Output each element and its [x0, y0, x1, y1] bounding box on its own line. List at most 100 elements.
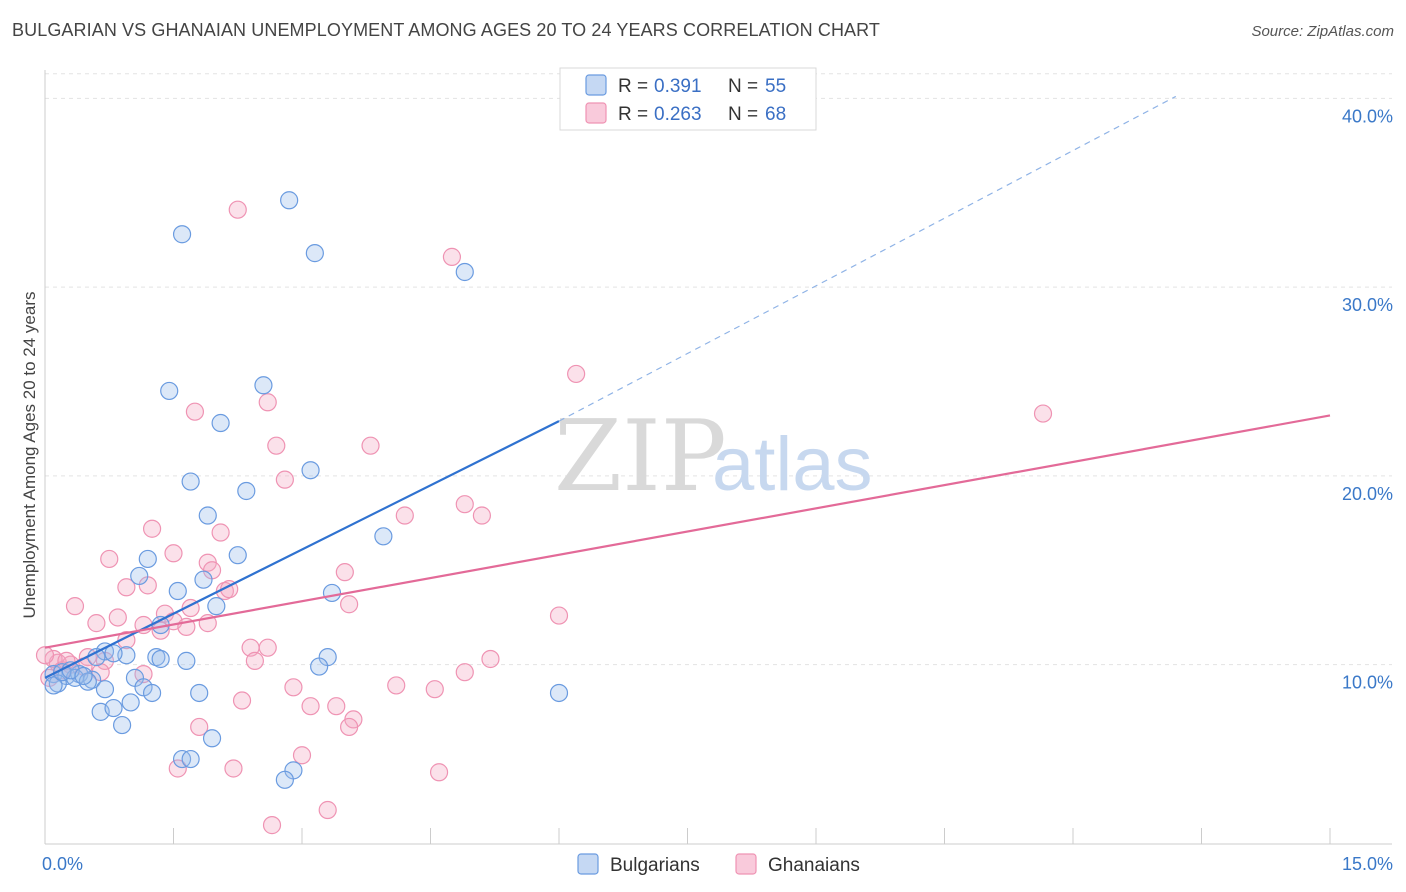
- bulgarians-point-8: [237, 481, 256, 501]
- bottom-legend-swatch-bulgarians: [577, 853, 599, 875]
- bulgarians-point-7: [181, 472, 200, 491]
- ghanaians-point-9: [455, 495, 474, 514]
- bottom-legend-bulgarians: Bulgarians: [610, 855, 700, 876]
- bulgarians-point-2: [305, 244, 324, 263]
- legend-swatch-ghanaians: [585, 102, 607, 124]
- legend: R = 0.391 N = 55 R = 0.263 N = 68: [559, 67, 817, 131]
- ghanaians-point-64: [318, 800, 337, 820]
- bulgarians-point-13: [228, 546, 247, 565]
- bulgarians-point-10: [198, 506, 217, 525]
- ghanaians-point-7: [361, 436, 380, 455]
- ghanaians-point-0: [228, 200, 247, 219]
- y-axis-label: Unemployment Among Ages 20 to 24 years: [20, 292, 39, 619]
- bulgarians-point-16: [168, 581, 187, 601]
- bulgarians-point-41: [190, 683, 209, 703]
- bulgarians-point-5: [254, 376, 273, 395]
- ghanaians-point-47: [134, 664, 153, 684]
- x-tick-labels: 0.0% 15.0%: [42, 854, 1393, 874]
- series-ghanaians: [35, 200, 1053, 835]
- ghanaians-point-1: [442, 247, 462, 266]
- ghanaians-point-11: [472, 506, 491, 525]
- ghanaians-point-37: [258, 638, 277, 657]
- ghanaians-point-5: [258, 393, 277, 412]
- legend-swatch-bulgarians: [585, 74, 607, 96]
- ghanaians-point-66: [35, 646, 55, 665]
- legend-r-value-0: 0.391: [654, 76, 702, 97]
- chart-title: BULGARIAN VS GHANAIAN UNEMPLOYMENT AMONG…: [12, 20, 881, 40]
- legend-r-label-0: R =: [618, 76, 648, 97]
- bulgarians-point-17: [322, 583, 342, 603]
- ghanaians-point-63: [429, 763, 449, 782]
- ghanaians-point-15: [164, 544, 183, 563]
- bulgarians-point-0: [280, 191, 299, 210]
- ghanaians-point-3: [1033, 404, 1053, 423]
- ghanaians-point-28: [108, 608, 127, 627]
- bulgarians-point-11: [374, 527, 393, 546]
- ghanaians-point-49: [455, 663, 474, 682]
- ghanaians-point-56: [327, 697, 346, 716]
- ghanaians-point-6: [267, 436, 286, 455]
- trend-lines: [44, 95, 1331, 679]
- ghanaians-point-62: [224, 759, 243, 778]
- series-bulgarians: [44, 191, 569, 789]
- y-tick-labels: 10.0% 20.0% 30.0% 40.0%: [1342, 106, 1393, 692]
- axes: [44, 70, 1392, 845]
- y-tick-label-2: 30.0%: [1342, 295, 1393, 315]
- x-tick-label-1: 15.0%: [1342, 854, 1393, 874]
- x-tick-label-0: 0.0%: [42, 854, 83, 874]
- legend-n-label-1: N =: [728, 104, 758, 125]
- legend-r-value-1: 0.263: [654, 104, 702, 125]
- ghanaians-trend-line: [44, 414, 1331, 649]
- bulgarians-point-39: [95, 680, 115, 699]
- watermark-zip: ZIP: [554, 400, 727, 514]
- ghanaians-point-8: [275, 470, 294, 489]
- ghanaians-point-52: [425, 680, 444, 699]
- ghanaians-point-19: [117, 578, 136, 597]
- bulgarians-point-46: [112, 715, 132, 735]
- ghanaians-point-54: [232, 691, 252, 710]
- ghanaians-point-58: [340, 717, 359, 737]
- ghanaians-point-51: [387, 676, 406, 695]
- bulgarians-point-54: [74, 666, 93, 686]
- bulgarians-point-26: [177, 651, 196, 670]
- ghanaians-point-10: [395, 506, 414, 525]
- bulgarians-trend-line: [44, 420, 560, 679]
- ghanaians-point-18: [335, 563, 354, 582]
- bulgarians-point-3: [455, 262, 474, 282]
- bulgarians-point-40: [142, 683, 162, 703]
- ghanaians-point-55: [301, 697, 320, 716]
- bulgarians-point-4: [160, 381, 179, 401]
- bulgarians-point-45: [104, 698, 123, 718]
- ghanaians-point-12: [142, 519, 162, 538]
- ghanaians-point-2: [567, 364, 586, 384]
- source-label: Source: ZipAtlas.com: [1251, 23, 1394, 40]
- bulgarians-point-47: [202, 729, 222, 748]
- ghanaians-point-59: [190, 717, 209, 737]
- ghanaians-point-27: [549, 606, 569, 625]
- bulgarians-point-35: [44, 676, 63, 695]
- bulgarians-point-14: [130, 566, 149, 586]
- legend-r-label-1: R =: [618, 104, 648, 125]
- ghanaians-point-48: [481, 649, 500, 669]
- ghanaians-point-25: [340, 595, 359, 614]
- bulgarians-trend-extension: [558, 95, 1177, 422]
- bottom-legend: Bulgarians Ghanaians: [577, 853, 860, 876]
- bulgarians-point-28: [310, 657, 329, 676]
- bulgarians-point-15: [194, 570, 213, 589]
- ghanaians-point-23: [65, 597, 85, 616]
- ghanaians-point-53: [284, 678, 303, 697]
- bulgarians-point-9: [301, 461, 320, 480]
- ghanaians-point-4: [185, 402, 205, 421]
- bulgarians-point-18: [207, 597, 226, 616]
- ghanaians-point-60: [292, 746, 312, 765]
- watermark: ZIP atlas: [554, 400, 873, 514]
- bulgarians-point-49: [181, 749, 200, 769]
- bottom-legend-swatch-ghanaians: [735, 853, 757, 875]
- ghanaians-point-61: [168, 759, 187, 778]
- ghanaians-point-29: [87, 614, 106, 633]
- ghanaians-point-38: [245, 651, 264, 670]
- bulgarians-point-12: [138, 549, 157, 569]
- ghanaians-point-13: [211, 523, 230, 542]
- bulgarians-point-51: [275, 770, 294, 789]
